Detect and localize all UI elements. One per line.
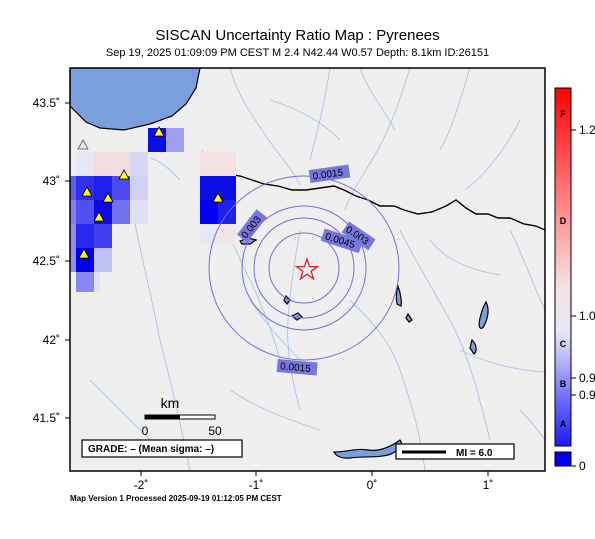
colorbar-grade: F xyxy=(560,109,566,119)
colorbar-grade: C xyxy=(560,339,567,349)
lat-tick-label: 43.5˚ xyxy=(33,96,60,110)
scale-start: 0 xyxy=(142,424,149,438)
event-info: Sep 19, 2025 01:09:09 PM CEST M 2.4 N42.… xyxy=(105,47,490,59)
lat-tick-label: 42.5˚ xyxy=(33,254,60,268)
scale-unit: km xyxy=(161,395,180,411)
colorbar-value: 1.2 xyxy=(579,123,595,137)
station-triangle xyxy=(102,192,114,203)
lat-tick-label: 43˚ xyxy=(43,174,60,188)
colorbar-value: 0.9 xyxy=(579,371,595,385)
mi-legend: MI = 6.0 xyxy=(395,443,515,460)
colorbar-value: 0 xyxy=(579,459,586,473)
rivers xyxy=(89,68,545,471)
colorbar-grade: A xyxy=(560,419,567,429)
border-line xyxy=(201,151,545,231)
contour-label: 0.0015 xyxy=(312,167,344,182)
station-triangle xyxy=(93,211,105,222)
colorbar-value: 1.0 xyxy=(579,309,595,323)
contours xyxy=(208,175,400,361)
lat-tick-label: 41.5˚ xyxy=(33,411,60,425)
lon-labels: -2˚ -1˚ 0˚ 1˚ xyxy=(134,478,494,492)
map-title: SISCAN Uncertainty Ratio Map : Pyrenees xyxy=(155,27,440,44)
station-triangle xyxy=(81,186,93,197)
axis-ticks xyxy=(65,102,489,476)
sea-area xyxy=(70,68,201,131)
lon-tick-label: 1˚ xyxy=(483,478,494,492)
lat-labels: 43.5˚ 43˚ 42.5˚ 42˚ 41.5˚ xyxy=(33,96,60,425)
station-triangle xyxy=(78,248,90,259)
scale-bar: km 0 50 xyxy=(142,395,222,438)
station-triangle xyxy=(212,192,224,203)
stations xyxy=(77,126,224,259)
colorbar-grade: D xyxy=(560,216,567,226)
scale-end: 50 xyxy=(208,424,222,438)
mi-text: MI = 6.0 xyxy=(456,448,493,459)
lon-tick-label: -2˚ xyxy=(134,478,149,492)
footer-text: Map Version 1 Processed 2025-09-19 01:12… xyxy=(70,494,282,503)
grade-text: GRADE: – (Mean sigma: –) xyxy=(88,444,214,455)
lon-tick-label: 0˚ xyxy=(367,478,378,492)
colorbar-value: 0.9 xyxy=(579,388,595,402)
station-triangle-inactive xyxy=(77,139,89,150)
land-background xyxy=(70,68,545,471)
epicenter-star[interactable] xyxy=(294,256,320,281)
lat-tick-label: 42˚ xyxy=(43,333,60,347)
colorbar-grade: B xyxy=(560,379,567,389)
grade-box: GRADE: – (Mean sigma: –) xyxy=(81,439,243,458)
station-triangle xyxy=(118,169,130,180)
map-area[interactable]: 0.0015 0.003 0.003 0.0045 0.0015 km xyxy=(70,68,545,471)
lon-tick-label: -1˚ xyxy=(249,478,264,492)
ratio-grid-cells xyxy=(70,128,236,292)
map-frame xyxy=(69,67,546,472)
contour-label: 0.0015 xyxy=(280,361,312,375)
station-triangle xyxy=(153,126,165,137)
colorbar: F D C B A 1.2 1.0 0.9 0.9 0 xyxy=(554,87,595,473)
